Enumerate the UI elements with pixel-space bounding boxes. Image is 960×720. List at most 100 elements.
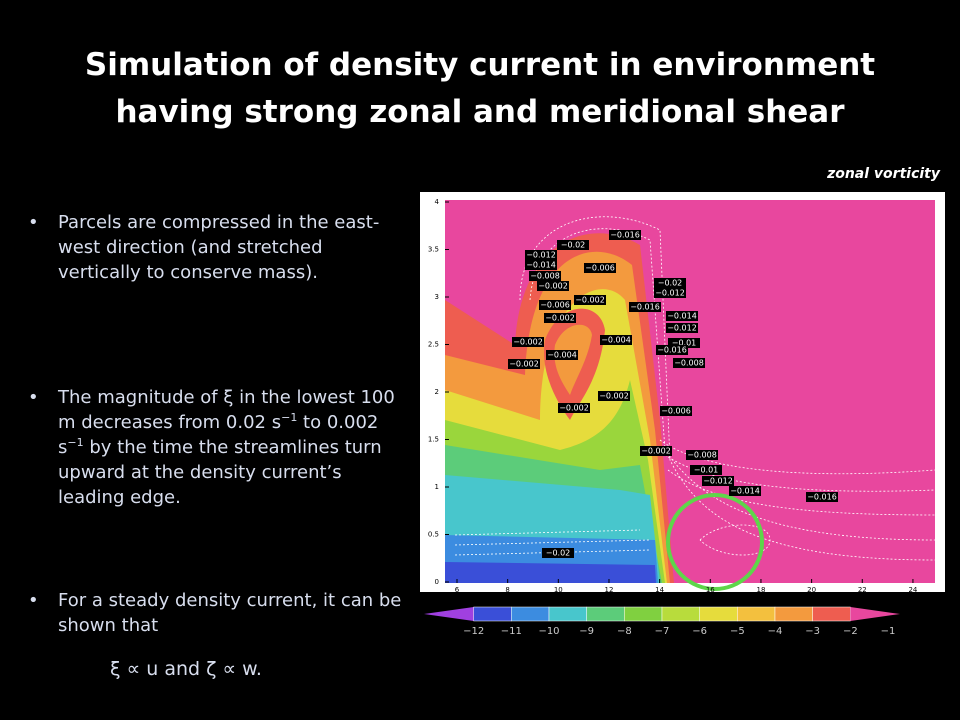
- x-tick-label: 18: [756, 586, 765, 594]
- x-tick-label: 24: [908, 586, 917, 594]
- bullet: Parcels are compressed in the east-west …: [28, 210, 408, 285]
- contour-label-box: [525, 250, 557, 260]
- bullet: The magnitude of ξ in the lowest 100 m d…: [28, 385, 408, 510]
- contour-label-box: [544, 313, 576, 323]
- contour-label: −0.002: [641, 447, 671, 456]
- contour-label: −0.002: [599, 392, 629, 401]
- contour-label-box: [629, 302, 661, 312]
- contour-label-box: [686, 450, 718, 460]
- slide-title: Simulation of density current in environ…: [84, 47, 876, 130]
- contour-label-box: [729, 486, 761, 496]
- colorbar-label: −3: [805, 626, 820, 637]
- contour-label-box: [546, 350, 578, 360]
- colorbar-cell: [661, 606, 700, 622]
- bullet-text: to 0.002 s: [58, 412, 379, 458]
- y-tick-label: 0.5: [428, 531, 439, 539]
- colorbar-cell: [586, 606, 625, 622]
- x-tick-label: 20: [807, 586, 816, 594]
- contour-label-box: [542, 548, 574, 558]
- contour-label: −0.004: [601, 336, 631, 345]
- colorbar-label: −8: [617, 626, 632, 637]
- contour-label-box: [654, 278, 686, 288]
- contour-label-box: [702, 476, 734, 486]
- x-tick-label: 8: [505, 586, 509, 594]
- superscript: −1: [281, 411, 298, 424]
- colorbar-label: −6: [692, 626, 707, 637]
- contour-label-box: [574, 295, 606, 305]
- colorbar-cell: [699, 606, 738, 622]
- contour-label-box: [806, 492, 838, 502]
- contour-label: −0.016: [657, 346, 687, 355]
- contours: [445, 233, 674, 583]
- bullet-text: by the time the streamlines turn upward …: [58, 437, 382, 508]
- y-tick-label: 0: [435, 578, 439, 586]
- contour-label: −0.012: [703, 477, 733, 486]
- y-tick-label: 4: [435, 198, 440, 206]
- contour-label: −0.008: [674, 359, 704, 368]
- colorbar-cell: [548, 606, 587, 622]
- bullet: For a steady density current, it can be …: [28, 588, 408, 638]
- colorbar-label: −4: [768, 626, 783, 637]
- contour-label-box: [654, 288, 686, 298]
- contour-label-box: [673, 358, 705, 368]
- colorbar-cell: [624, 606, 663, 622]
- contour-label: −0.012: [526, 251, 556, 260]
- contour-label-box: [660, 406, 692, 416]
- contour-label-box: [666, 311, 698, 321]
- contour-label-box: [584, 263, 616, 273]
- contour-label: −0.006: [540, 301, 570, 310]
- x-tick-label: 14: [655, 586, 664, 594]
- y-tick-label: 3.5: [428, 246, 439, 254]
- contour-label-box: [537, 281, 569, 291]
- contour-label: −0.01: [694, 466, 719, 475]
- contour-label: −0.012: [655, 289, 685, 298]
- contour-label-box: [656, 345, 688, 355]
- contour-label: −0.016: [630, 303, 660, 312]
- colorbar-label: −11: [501, 626, 522, 637]
- contour-label-box: [529, 271, 561, 281]
- contour-label: −0.002: [538, 282, 568, 291]
- contour-label-box: [600, 335, 632, 345]
- contour-label: −0.008: [530, 272, 560, 281]
- contour-label: −0.02: [546, 549, 571, 558]
- colorbar-cell: [511, 606, 550, 622]
- contour-label-box: [640, 446, 672, 456]
- contour-label-box: [558, 403, 590, 413]
- colorbar-cell: [774, 606, 813, 622]
- x-tick-label: 6: [455, 586, 460, 594]
- contour-label-box: [539, 300, 571, 310]
- contour-label: −0.002: [545, 314, 575, 323]
- contour-label: −0.02: [658, 279, 683, 288]
- contour-label: −0.016: [807, 493, 837, 502]
- contour-label: −0.006: [661, 407, 691, 416]
- contour-label: −0.006: [585, 264, 615, 273]
- contour-label: −0.002: [513, 338, 543, 347]
- colorbar-label: −10: [538, 626, 559, 637]
- colorbar-label: −12: [463, 626, 484, 637]
- contour-label: −0.014: [667, 312, 697, 321]
- contour-label-box: [598, 391, 630, 401]
- contour-label: −0.01: [672, 339, 697, 348]
- colorbar-cell: [424, 607, 474, 621]
- contour-label: −0.012: [667, 324, 697, 333]
- contour-label: −0.008: [687, 451, 717, 460]
- contour-label: −0.02: [561, 241, 586, 250]
- contour-label: −0.004: [547, 351, 577, 360]
- superscript: −1: [67, 436, 84, 449]
- contour-label: −0.016: [610, 231, 640, 240]
- bullet-text: The magnitude of ξ in the lowest 100 m d…: [58, 387, 395, 433]
- y-tick-label: 2: [435, 388, 439, 396]
- contour-label-box: [508, 359, 540, 369]
- x-tick-label: 22: [858, 586, 867, 594]
- colorbar-label: −9: [579, 626, 594, 637]
- contour-label: −0.002: [509, 360, 539, 369]
- colorbar-label: −2: [843, 626, 858, 637]
- y-tick-label: 2.5: [428, 341, 439, 349]
- y-tick-label: 1.5: [428, 436, 439, 444]
- colorbar-cell: [473, 606, 512, 622]
- figure-label: zonal vorticity: [827, 166, 940, 182]
- contour-label-box: [666, 323, 698, 333]
- colorbar-cell: [737, 606, 776, 622]
